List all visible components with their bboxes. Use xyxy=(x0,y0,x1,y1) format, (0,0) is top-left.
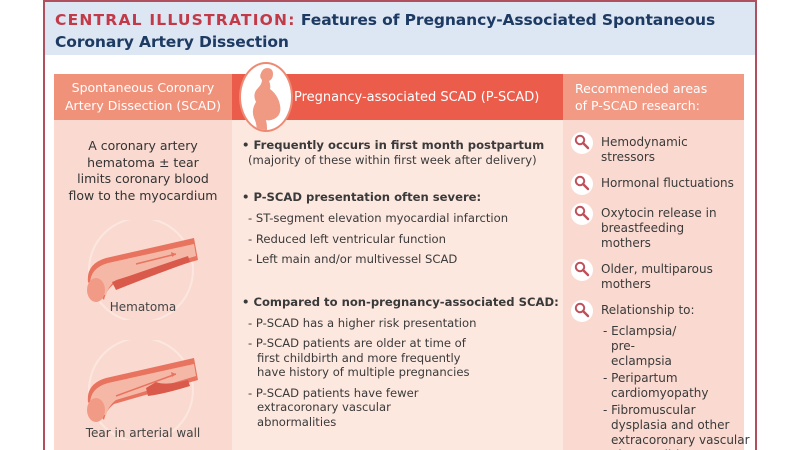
severe-item: - Left main and/or multivessel SCAD xyxy=(248,252,458,266)
feature-postpartum: • Frequently occurs in first month postp… xyxy=(242,138,545,152)
research-item-label: Relationship to: xyxy=(601,303,695,317)
relationship-item: - Eclampsia/ pre-eclampsia xyxy=(603,324,677,368)
scad-definition: A coronary artery hematoma ± tear limits… xyxy=(54,138,232,204)
header-research-line1: Recommended areas xyxy=(575,81,708,96)
feature-comparison: • Compared to non-pregnancy-associated S… xyxy=(242,294,559,309)
column-research: Hemodynamic stressors Hormonal fluctuati… xyxy=(563,120,750,450)
severe-item: - Reduced left ventricular function xyxy=(248,231,446,246)
magnifier-icon xyxy=(571,132,593,154)
title-label: CENTRAL ILLUSTRATION: xyxy=(55,11,296,29)
column-pscad: • Frequently occurs in first month postp… xyxy=(232,120,563,450)
column-scad: A coronary artery hematoma ± tear limits… xyxy=(54,120,232,450)
research-item-label: Hormonal fluctuations xyxy=(601,176,734,190)
comparison-item: - P-SCAD patients have fewer extracorona… xyxy=(248,385,419,429)
magnifier-icon xyxy=(571,259,593,281)
research-item: Relationship to: xyxy=(571,300,743,322)
header-scad-line2: Artery Dissection (SCAD) xyxy=(65,98,221,113)
research-item-label: Oxytocin release in breastfeeding mother… xyxy=(601,206,717,250)
research-item-label: Older, multiparous mothers xyxy=(601,262,713,291)
research-list: Hemodynamic stressors Hormonal fluctuati… xyxy=(571,132,750,450)
scad-definition-line1: A coronary artery xyxy=(88,138,198,153)
research-item: Older, multiparous mothers xyxy=(571,259,743,292)
scad-definition-line2: hematoma ± tear xyxy=(87,154,199,170)
header-research-line2: of P-SCAD research: xyxy=(575,98,700,113)
header-scad: Spontaneous Coronary Artery Dissection (… xyxy=(54,74,232,120)
header-pscad-label: Pregnancy-associated SCAD (P-SCAD) xyxy=(294,89,540,105)
central-illustration-frame: CENTRAL ILLUSTRATION: Features of Pregna… xyxy=(43,0,757,450)
feature-postpartum-detail: (majority of these within first week aft… xyxy=(248,153,537,167)
scad-definition-line4: flow to the myocardium xyxy=(68,187,218,203)
comparison-item: - P-SCAD has a higher risk presentation xyxy=(248,315,477,330)
feature-severe-presentation: • P-SCAD presentation often severe: xyxy=(242,190,482,204)
magnifier-icon xyxy=(571,203,593,225)
title-line-2: Coronary Artery Dissection xyxy=(55,33,289,51)
magnifier-icon xyxy=(571,300,593,322)
title-band: CENTRAL ILLUSTRATION: Features of Pregna… xyxy=(45,2,755,55)
research-item-label: Hemodynamic stressors xyxy=(601,135,688,164)
header-research: Recommended areas of P-SCAD research: xyxy=(563,74,744,120)
caption-tear: Tear in arterial wall xyxy=(85,426,201,440)
scad-definition-line3: limits coronary blood xyxy=(77,171,209,186)
severe-item: - ST-segment elevation myocardial infarc… xyxy=(248,211,509,225)
relationship-item: - Fibromuscular dysplasia and other extr… xyxy=(603,403,750,450)
title-text-1: Features of Pregnancy-Associated Spontan… xyxy=(295,11,716,29)
magnifier-icon xyxy=(571,173,593,195)
comparison-item: - P-SCAD patients are older at time of f… xyxy=(248,336,470,379)
title-line-1: CENTRAL ILLUSTRATION: Features of Pregna… xyxy=(55,9,755,31)
pregnancy-badge xyxy=(239,62,293,132)
research-item: Oxytocin release in breastfeeding mother… xyxy=(571,203,743,251)
artery-hematoma-icon xyxy=(87,220,198,320)
relationship-item: - Peripartum cardiomyopathy xyxy=(603,371,709,400)
research-item: Hormonal fluctuations xyxy=(571,173,743,195)
artery-tear-icon xyxy=(87,340,198,440)
caption-hematoma: Hematoma xyxy=(109,300,177,314)
pregnant-woman-icon xyxy=(252,68,281,130)
pscad-features: • Frequently occurs in first month postp… xyxy=(242,138,560,429)
header-scad-line1: Spontaneous Coronary xyxy=(71,80,215,95)
research-item: Hemodynamic stressors xyxy=(571,132,743,165)
